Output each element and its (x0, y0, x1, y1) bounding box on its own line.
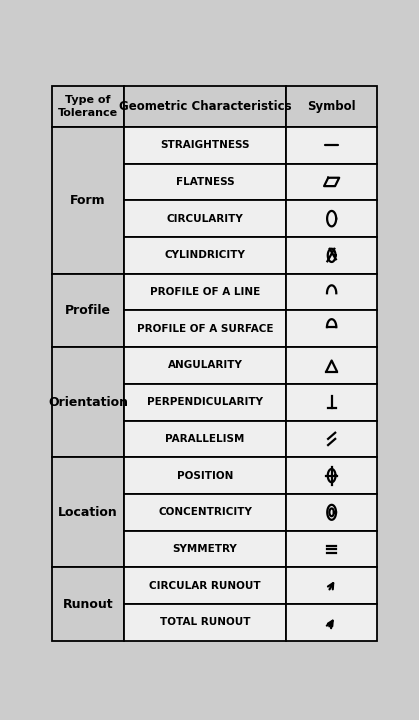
Text: PROFILE OF A SURFACE: PROFILE OF A SURFACE (137, 324, 273, 334)
Bar (286, 200, 377, 237)
Bar (286, 163, 377, 200)
Text: FLATNESS: FLATNESS (176, 177, 234, 187)
Text: STRAIGHTNESS: STRAIGHTNESS (160, 140, 250, 150)
Bar (124, 347, 286, 384)
Bar (286, 494, 377, 531)
Bar (124, 237, 286, 274)
Bar (286, 531, 377, 567)
Bar (286, 384, 377, 420)
Bar (124, 567, 286, 604)
Bar (286, 274, 377, 310)
Text: CONCENTRICITY: CONCENTRICITY (158, 508, 252, 517)
Text: PROFILE OF A LINE: PROFILE OF A LINE (150, 287, 260, 297)
Bar (124, 604, 286, 641)
Bar (286, 420, 377, 457)
Bar (52, 127, 124, 274)
Bar (286, 457, 377, 494)
Text: CYLINDRICITY: CYLINDRICITY (165, 251, 246, 261)
Text: Runout: Runout (63, 598, 114, 611)
Bar (286, 310, 377, 347)
Bar (124, 457, 286, 494)
Bar (52, 86, 124, 127)
Bar (52, 347, 124, 457)
Text: Symbol: Symbol (307, 100, 356, 113)
Bar (286, 127, 377, 163)
Bar (124, 274, 286, 310)
Text: Type of
Tolerance: Type of Tolerance (58, 96, 118, 118)
Text: CIRCULAR RUNOUT: CIRCULAR RUNOUT (149, 581, 261, 590)
Text: PARALLELISM: PARALLELISM (166, 434, 245, 444)
Bar (124, 200, 286, 237)
Bar (124, 494, 286, 531)
Text: Form: Form (70, 194, 106, 207)
Bar (124, 127, 286, 163)
Bar (52, 274, 124, 347)
Bar (52, 567, 124, 641)
Text: PERPENDICULARITY: PERPENDICULARITY (147, 397, 263, 408)
Bar (124, 86, 286, 127)
Text: Profile: Profile (65, 304, 111, 317)
Text: TOTAL RUNOUT: TOTAL RUNOUT (160, 618, 250, 627)
Bar (286, 86, 377, 127)
Text: Orientation: Orientation (48, 396, 128, 409)
Bar (124, 420, 286, 457)
Bar (124, 531, 286, 567)
Bar (52, 457, 124, 567)
Text: Geometric Characteristics: Geometric Characteristics (119, 100, 291, 113)
Bar (124, 310, 286, 347)
Text: CIRCULARITY: CIRCULARITY (167, 214, 243, 224)
Text: Location: Location (58, 506, 118, 519)
Bar (124, 384, 286, 420)
Text: SYMMETRY: SYMMETRY (173, 544, 238, 554)
Text: POSITION: POSITION (177, 471, 233, 481)
Text: ANGULARITY: ANGULARITY (168, 361, 243, 371)
Bar (286, 237, 377, 274)
Bar (286, 604, 377, 641)
Bar (286, 567, 377, 604)
Bar (124, 163, 286, 200)
Bar (286, 347, 377, 384)
